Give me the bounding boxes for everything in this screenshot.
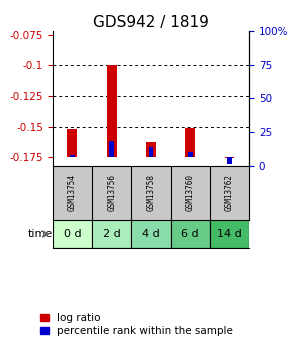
Text: 14 d: 14 d bbox=[217, 229, 242, 239]
Title: GDS942 / 1819: GDS942 / 1819 bbox=[93, 15, 209, 30]
Text: GSM13760: GSM13760 bbox=[186, 174, 195, 211]
Bar bbox=[107, 65, 117, 157]
Legend: log ratio, percentile rank within the sample: log ratio, percentile rank within the sa… bbox=[40, 313, 233, 336]
Bar bbox=[67, 129, 77, 157]
Bar bbox=[146, 142, 156, 157]
Bar bbox=[171, 219, 210, 248]
Bar bbox=[210, 219, 249, 248]
Bar bbox=[109, 141, 114, 157]
Bar bbox=[149, 147, 153, 157]
Text: GSM13756: GSM13756 bbox=[107, 174, 116, 211]
Bar bbox=[70, 155, 75, 157]
Text: 4 d: 4 d bbox=[142, 229, 160, 239]
Bar bbox=[131, 219, 171, 248]
Text: GSM13758: GSM13758 bbox=[146, 174, 155, 211]
Bar bbox=[185, 128, 195, 157]
Bar bbox=[92, 219, 131, 248]
Bar bbox=[53, 219, 92, 248]
Text: time: time bbox=[28, 229, 53, 239]
Text: 2 d: 2 d bbox=[103, 229, 120, 239]
Text: GSM13754: GSM13754 bbox=[68, 174, 77, 211]
Text: 0 d: 0 d bbox=[64, 229, 81, 239]
Bar bbox=[188, 152, 193, 157]
Text: GSM13762: GSM13762 bbox=[225, 174, 234, 211]
Text: 6 d: 6 d bbox=[181, 229, 199, 239]
Bar bbox=[227, 157, 232, 164]
Bar bbox=[224, 157, 234, 158]
